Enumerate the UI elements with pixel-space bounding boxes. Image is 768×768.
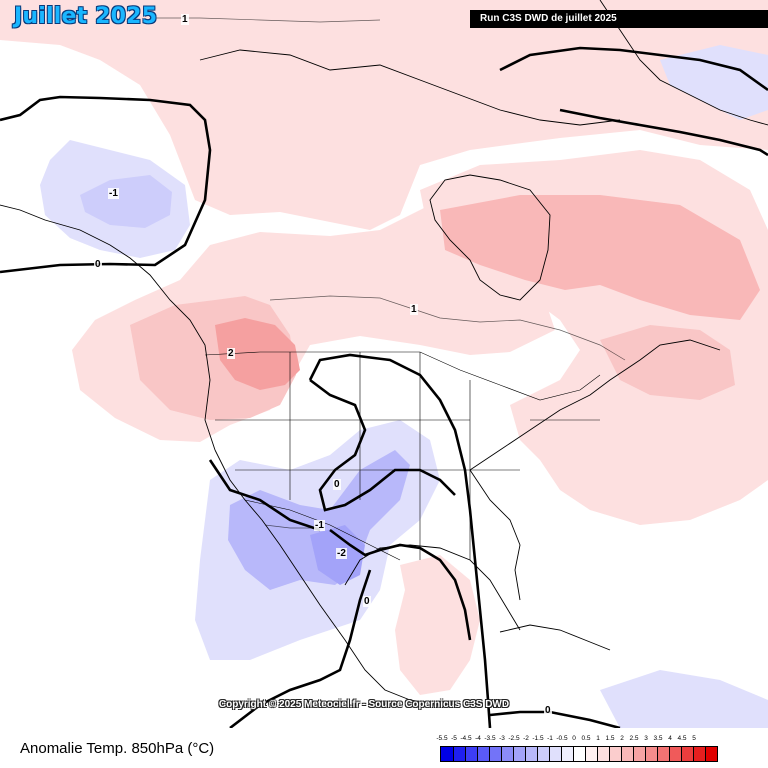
coastline-gulf: [344, 544, 521, 631]
legend-swatch: [621, 747, 633, 761]
contour-zero-southwest: [309, 378, 456, 512]
legend-swatch: [633, 747, 645, 761]
coastline-alaska: [0, 204, 216, 451]
legend-tick-label: 5: [692, 735, 696, 742]
contour-zero-gulf: [329, 528, 472, 641]
color-legend: [440, 746, 718, 762]
legend-swatch: [501, 747, 513, 761]
legend-tick-label: -2: [523, 735, 529, 742]
legend-tick-label: -1: [547, 735, 553, 742]
legend-swatch: [489, 747, 501, 761]
contour-label: -1: [314, 520, 325, 531]
coastline-cuba: [499, 624, 611, 651]
legend-tick-label: -3: [499, 735, 505, 742]
legend-tick-label: 0.5: [581, 735, 591, 742]
coastlines: [0, 0, 768, 706]
contour-zero-mexico: [208, 459, 321, 532]
coastline-hudson-bay: [429, 174, 551, 301]
run-label: Run C3S DWD de juillet 2025: [470, 10, 768, 28]
legend-tick-label: 3: [644, 735, 648, 742]
contour-label: 2: [227, 348, 235, 359]
legend-swatch: [681, 747, 693, 761]
contour-zero-arctic: [559, 108, 768, 157]
legend-tick-label: -5: [451, 735, 457, 742]
zero-contours: [0, 46, 768, 728]
legend-tick-label: -1.5: [532, 735, 544, 742]
legend-swatch: [561, 747, 573, 761]
contour-label: -1: [108, 188, 119, 199]
legend-swatch: [453, 747, 465, 761]
contour-zero-alaska: [0, 95, 212, 274]
legend-tick-label: 2.5: [629, 735, 639, 742]
legend-swatch: [441, 747, 453, 761]
cool-anomaly-regions: [40, 45, 768, 728]
anomaly-map: [0, 0, 768, 728]
legend-tick-label: 3.5: [653, 735, 663, 742]
legend-tick-row: -5.5 -5 -4.5 -4 -3.5 -3 -2.5 -2 -1.5 -1 -0.5 0 0.5 1 1…: [436, 735, 700, 742]
legend-tick-label: 1: [596, 735, 600, 742]
legend-tick-label: -3.5: [484, 735, 496, 742]
warm-region-hot-spot: [215, 318, 300, 390]
cool-region-northeast: [660, 45, 768, 120]
cool-region-caribbean: [600, 670, 768, 728]
legend-swatch: [465, 747, 477, 761]
legend-tick-label: -2.5: [508, 735, 520, 742]
legend-tick-label: 2: [620, 735, 624, 742]
legend-swatch: [609, 747, 621, 761]
borders: [204, 351, 601, 561]
legend-tick-label: 4: [668, 735, 672, 742]
warm-region-east-core: [440, 195, 760, 320]
variable-label: Anomalie Temp. 850hPa (°C): [20, 740, 215, 757]
contour-label: 0: [94, 259, 102, 270]
coastline-florida: [469, 469, 521, 601]
contour-zero-pacific: [229, 569, 372, 728]
legend-swatch: [513, 747, 525, 761]
coastline-arctic-islands: [199, 49, 621, 126]
cool-region-alaska-core: [80, 175, 172, 228]
coastline-west-coast: [214, 449, 441, 706]
legend-swatch: [549, 747, 561, 761]
legend-swatch: [657, 747, 669, 761]
map-title: Juillet 2025: [14, 4, 158, 29]
copyright-notice: Copyright © 2025 Meteociel.fr - Source C…: [218, 699, 510, 710]
legend-swatch: [669, 747, 681, 761]
legend-tick-label: 4.5: [677, 735, 687, 742]
legend-swatch: [525, 747, 537, 761]
contour-label: 0: [363, 596, 371, 607]
legend-tick-label: -4.5: [460, 735, 472, 742]
map-footer: Anomalie Temp. 850hPa (°C) -5.5 -5 -4.5 -4-…: [0, 728, 768, 768]
contour-label: -2: [336, 548, 347, 559]
contour-label: 0: [544, 705, 552, 716]
contour-label: 1: [181, 14, 189, 25]
legend-tick-label: -4: [475, 735, 481, 742]
legend-swatch: [705, 747, 717, 761]
coastline-east: [469, 339, 721, 471]
legend-swatch: [597, 747, 609, 761]
legend-swatch: [585, 747, 597, 761]
warm-region-arctic: [0, 0, 768, 230]
legend-swatch: [477, 747, 489, 761]
legend-swatch: [693, 747, 705, 761]
contour-zero-central: [308, 353, 492, 728]
legend-tick-label: -5.5: [436, 735, 448, 742]
legend-tick-label: 1.5: [605, 735, 615, 742]
contour-one-canada: [269, 295, 626, 361]
legend-tick-label: 0: [572, 735, 576, 742]
legend-swatch: [645, 747, 657, 761]
legend-tick-label: -0.5: [556, 735, 568, 742]
map-area: 1 -1 0 1 2 0 -1 -2 0 0 Juillet 2025 Run …: [0, 0, 768, 728]
coastline-greenland: [599, 0, 768, 126]
contour-label: 1: [410, 304, 418, 315]
contour-zero-greenland: [499, 46, 768, 92]
warm-anomaly-regions: [0, 0, 768, 695]
legend-swatch: [573, 747, 585, 761]
contour-label: 0: [333, 479, 341, 490]
legend-swatch: [537, 747, 549, 761]
